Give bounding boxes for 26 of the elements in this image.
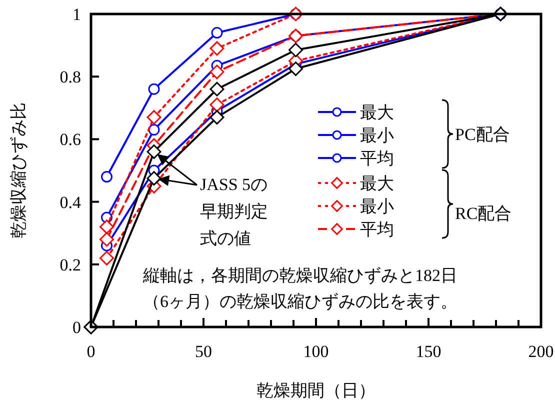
legend-label: 最大	[360, 174, 394, 193]
y-tick-label: 0	[72, 318, 81, 337]
y-tick-label: 0.4	[60, 192, 82, 212]
legend-label: 平均	[360, 220, 394, 239]
annotation: PC配合	[455, 125, 510, 144]
annotation: 縦軸は，各期間の乾燥収縮ひずみと182日	[142, 266, 458, 285]
annotation: RC配合	[455, 204, 512, 223]
y-tick-label: 0.8	[60, 68, 81, 87]
annotation: （6ヶ月）の乾燥収縮ひずみの比を表す。	[143, 292, 458, 311]
legend-label: 最小	[360, 126, 394, 145]
x-tick-label: 200	[528, 342, 554, 361]
x-tick-label: 100	[303, 342, 329, 361]
x-axis-title: 乾燥期間（日）	[256, 381, 376, 400]
y-tick-label: 1	[72, 5, 81, 24]
legend-label: 平均	[360, 149, 394, 168]
x-tick-label: 150	[416, 342, 442, 361]
y-tick-label: 0.6	[60, 130, 81, 150]
annotation: 式の値	[200, 229, 251, 248]
y-axis-title: 乾燥収縮ひずみ比	[9, 102, 28, 238]
x-tick-label: 0	[86, 342, 96, 361]
y-tick-label: 0.2	[60, 255, 81, 274]
annotation: JASS 5の	[200, 175, 268, 194]
x-tick-label: 50	[195, 342, 212, 361]
legend-label: 最大	[360, 103, 394, 122]
annotation: 早期判定	[200, 202, 268, 221]
legend-label: 最小	[360, 197, 394, 216]
